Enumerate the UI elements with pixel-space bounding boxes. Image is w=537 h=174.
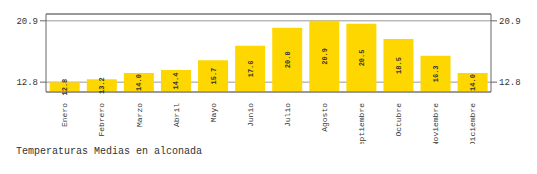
svg-text:Noviembre: Noviembre bbox=[431, 103, 440, 144]
svg-text:18.5: 18.5 bbox=[395, 57, 403, 74]
svg-text:Enero: Enero bbox=[60, 103, 69, 127]
svg-text:14.0: 14.0 bbox=[469, 74, 477, 91]
svg-text:12.8: 12.8 bbox=[16, 78, 38, 88]
html-text:Temperaturas Medias en alconad: Temperaturas Medias en alconada bbox=[16, 146, 202, 157]
svg-text:16.3: 16.3 bbox=[432, 65, 440, 82]
svg-text:20.9: 20.9 bbox=[321, 48, 329, 65]
svg-text:Mayo: Mayo bbox=[209, 103, 218, 122]
svg-text:Abril: Abril bbox=[172, 103, 181, 127]
svg-text:20.9: 20.9 bbox=[16, 17, 38, 27]
svg-text:Agosto: Agosto bbox=[320, 103, 329, 132]
svg-text:Julio: Julio bbox=[283, 103, 292, 127]
svg-text:13.2: 13.2 bbox=[98, 77, 106, 94]
svg-text:12.8: 12.8 bbox=[61, 79, 69, 96]
svg-text:20.5: 20.5 bbox=[358, 50, 366, 67]
svg-text:Octubre: Octubre bbox=[394, 103, 403, 137]
svg-text:Marzo: Marzo bbox=[135, 103, 144, 127]
svg-text:Septiembre: Septiembre bbox=[357, 103, 366, 144]
svg-text:20.9: 20.9 bbox=[499, 17, 521, 27]
svg-text:Febrero: Febrero bbox=[97, 103, 106, 137]
svg-text:12.8: 12.8 bbox=[499, 78, 521, 88]
svg-text:14.4: 14.4 bbox=[172, 73, 180, 90]
svg-text:14.0: 14.0 bbox=[135, 74, 143, 91]
svg-text:17.6: 17.6 bbox=[247, 60, 255, 77]
svg-text:Junio: Junio bbox=[246, 103, 255, 127]
svg-text:15.7: 15.7 bbox=[210, 68, 218, 85]
svg-text:Diciembre: Diciembre bbox=[468, 103, 477, 144]
svg-text:20.0: 20.0 bbox=[284, 51, 292, 68]
